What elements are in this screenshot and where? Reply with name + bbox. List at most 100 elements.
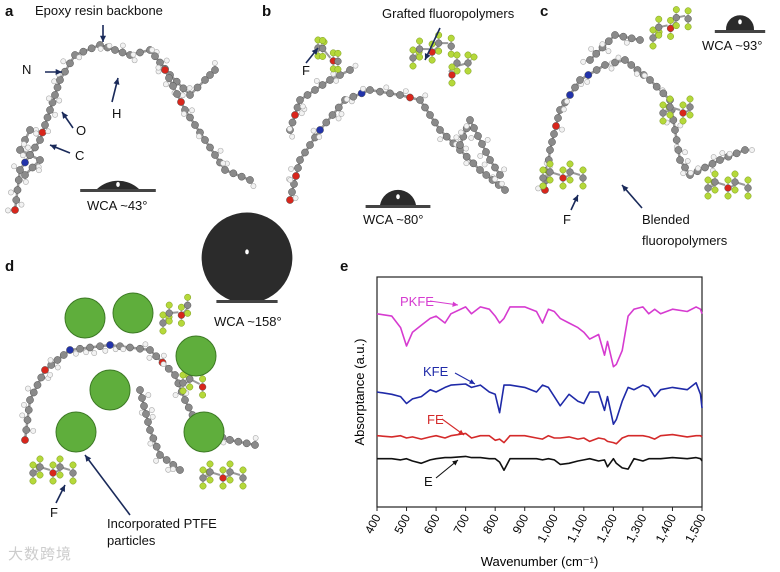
epoxy-backbone-label: Epoxy resin backbone [35,3,163,18]
hydrogen-atom [160,352,167,359]
carbon-atom [604,37,613,46]
carbon-atom [288,118,297,127]
x-axis-label: Wavenumber (cm⁻¹) [481,554,599,569]
hydrogen-atom [76,54,83,61]
fluorine-atom [319,36,327,44]
carbon-atom [296,96,304,104]
fluorine-atom [239,466,247,474]
fluorine-atom [334,49,342,57]
hydrogen-atom [437,136,444,143]
ptfe-label-1: Incorporated PTFE [107,516,217,531]
carbon-atom [37,373,46,382]
hydrogen-atom [588,46,595,52]
hydrogen-atom [160,361,167,368]
hydrogen-atom [316,134,323,140]
carbon-atom [21,171,29,179]
carbon-atom [146,426,154,434]
hydrogen-atom [5,207,11,214]
carbon-atom [701,163,709,172]
molecule-chain [286,84,509,204]
carbon-atom [646,76,654,84]
carbon-atom [193,83,202,92]
carbon-atom [251,441,259,449]
hydrogen-atom [695,165,701,172]
carbon-atom [51,91,59,99]
fluorine-atom [49,461,57,469]
carbon-atom [169,82,177,90]
nitrogen-atom [316,126,324,134]
hydrogen-atom [383,84,390,91]
carbon-atom [36,136,44,144]
molecule-chain [155,64,257,190]
hydrogen-atom [726,150,733,157]
carbon-atom [741,146,749,154]
hydrogen-atom [33,130,39,137]
hydrogen-atom [615,54,622,61]
carbon-atom [144,418,152,426]
fluorine-atom [36,455,44,463]
fluorine-atom [666,111,674,119]
carbon-atom [322,118,331,127]
fluoropolymer-chain [704,170,752,200]
oxygen-atom [41,366,49,374]
pointer-arrow [45,68,62,76]
hydrogen-atom [313,78,320,84]
carbon-atom [328,111,337,119]
hydrogen-atom [680,170,687,177]
x-tick-label: 400 [362,512,384,537]
fluorine-atom [179,387,187,395]
x-tick-label: 1,400 [653,512,680,545]
hydrogen-atom [181,111,187,117]
carbon-atom [303,91,312,99]
carbon-atom [288,188,296,196]
carbon-atom [43,113,52,122]
oxygen-atom [177,98,185,106]
oxygen-atom [21,436,29,444]
hydrogen-atom [299,103,306,110]
fluorine-atom [226,460,234,468]
hydrogen-atom [97,45,104,52]
arrowhead [458,429,464,435]
fluorine-atom [672,22,680,30]
hydrogen-atom [155,64,162,71]
molecule-chain [286,62,359,140]
carbon-atom [548,138,556,146]
carbon-atom [66,59,74,68]
hydrogen-atom [463,123,470,130]
hydrogen-atom [633,70,640,77]
pointer-arrow [61,111,74,129]
x-tick-label: 700 [451,512,473,537]
carbon-atom [627,34,636,43]
fluorine-atom [704,192,712,200]
carbon-atom [48,98,57,107]
blended-label-2: fluoropolymers [642,233,728,248]
carbon-atom [708,159,717,168]
hydrogen-atom [172,392,179,398]
hydrogen-atom [8,189,14,196]
fluorine-atom [428,56,436,64]
carbon-atom [28,163,37,172]
carbon-atom [221,166,229,174]
carbon-atom [191,121,199,129]
fluorine-atom [464,67,472,75]
hydrogen-atom [20,152,26,159]
carbon-atom [31,143,39,152]
fluorine-atom [655,15,663,23]
hydrogen-atom [338,111,345,117]
carbon-atom [672,136,681,144]
fluorine-atom [448,63,456,71]
carbon-atom [334,103,343,112]
carbon-atom [290,180,298,188]
carbon-atom [601,61,609,69]
fluorine-atom [239,482,247,490]
carbon-atom [96,342,104,351]
fluorine-atom [724,176,732,184]
carbon-atom [229,169,238,178]
pointer-arrow [55,484,66,504]
fluorine-atom [56,471,64,479]
hydrogen-atom [148,407,155,413]
hydrogen-atom [580,58,587,65]
carbon-atom [482,171,491,179]
fluorine-atom [184,293,192,301]
hydrogen-atom [45,128,52,135]
